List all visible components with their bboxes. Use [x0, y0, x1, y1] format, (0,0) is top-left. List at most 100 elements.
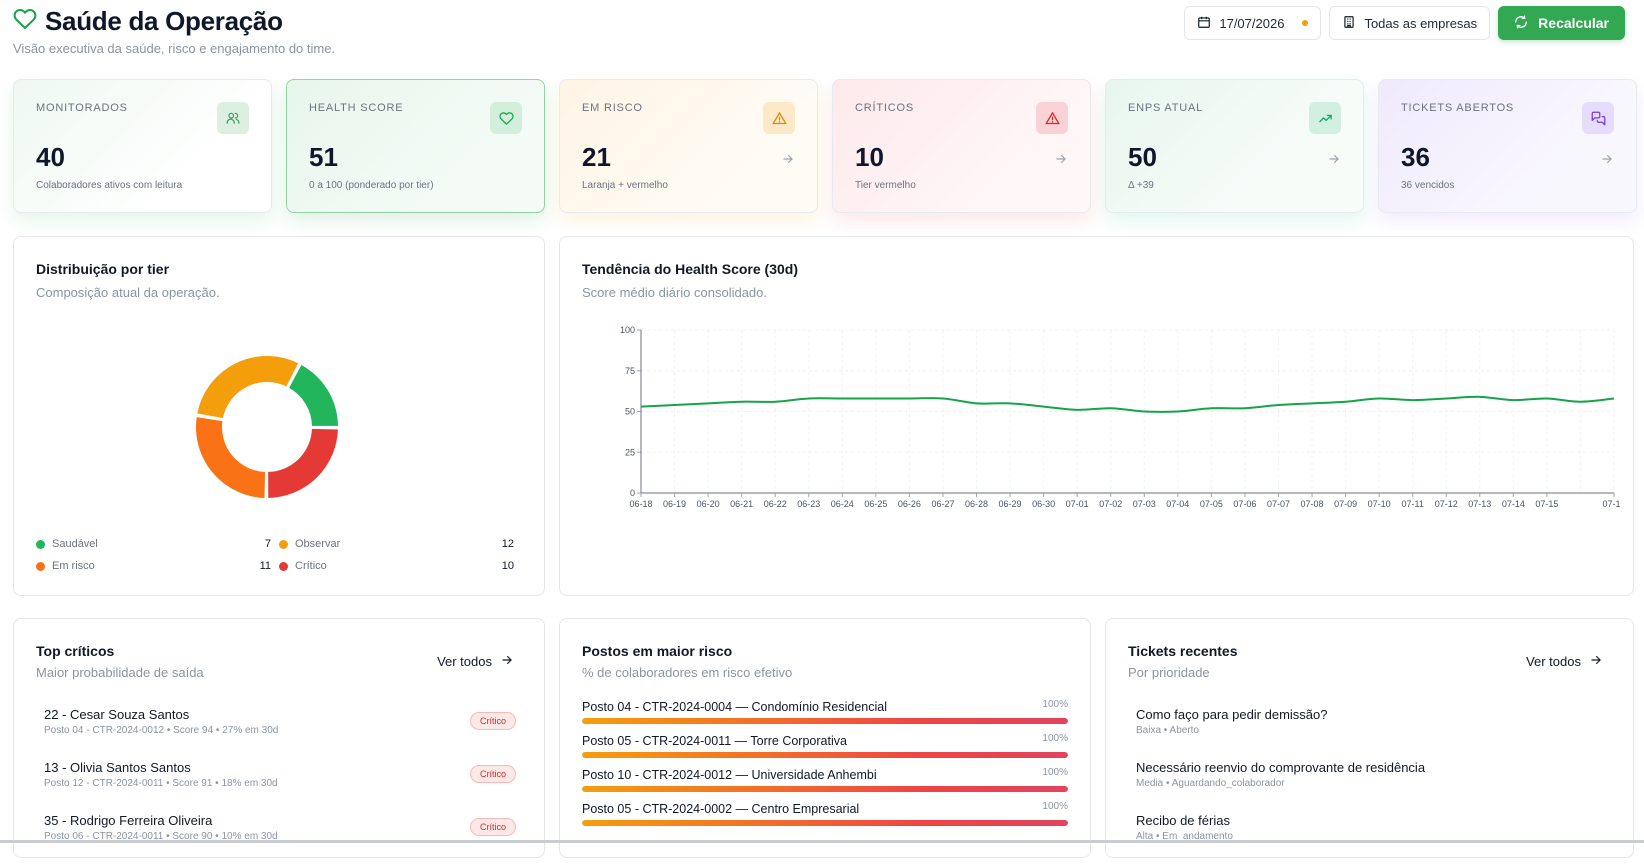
postos-title: Postos em maior risco	[582, 643, 733, 659]
kpi-tickets-abertos[interactable]: TICKETS ABERTOS 36 36 vencidos	[1378, 79, 1637, 213]
posto-row[interactable]: Posto 05 - CTR-2024-0002 — Centro Empres…	[582, 801, 1068, 835]
date-value: 17/07/2026	[1219, 15, 1285, 31]
progress-fill	[582, 752, 1068, 758]
kpi-label: TICKETS ABERTOS	[1401, 102, 1515, 114]
criticos-list: 22 - Cesar Souza Santos Posto 04 - CTR-2…	[44, 707, 516, 866]
kpi-hint: 36 vencidos	[1401, 180, 1455, 191]
kpi-label: CRÍTICOS	[855, 102, 914, 114]
ver-todos-criticos-link[interactable]: Ver todos	[437, 653, 514, 670]
x-tick-label: 07-13	[1468, 499, 1491, 509]
messages-icon	[1582, 102, 1614, 134]
list-item[interactable]: 13 - Olivia Santos Santos Posto 12 - CTR…	[44, 760, 516, 813]
ticket-meta: Baixa • Aberto	[1136, 725, 1199, 736]
postos-card: Postos em maior risco % de colaboradores…	[559, 618, 1091, 858]
ticket-item[interactable]: Recibo de férias Alta • Em_andamento	[1136, 813, 1605, 866]
x-tick-label: 07-03	[1133, 499, 1156, 509]
ver-todos-tickets-link[interactable]: Ver todos	[1526, 653, 1603, 670]
window-bottom-border	[0, 840, 1644, 843]
trend-subtitle: Score médio diário consolidado.	[582, 285, 767, 300]
legend-value: 12	[501, 538, 514, 550]
posto-percent: 100%	[1042, 801, 1068, 812]
ticket-item[interactable]: Como faço para pedir demissão? Baixa • A…	[1136, 707, 1605, 760]
kpi-monitorados[interactable]: MONITORADOS 40 Colaboradores ativos com …	[13, 79, 272, 213]
postos-bars: Posto 04 - CTR-2024-0004 — Condomínio Re…	[582, 699, 1068, 835]
trend-card: Tendência do Health Score (30d) Score mé…	[559, 236, 1634, 596]
posto-percent: 100%	[1042, 699, 1068, 710]
employee-meta: Posto 04 - CTR-2024-0012 • Score 94 • 27…	[44, 725, 279, 736]
x-tick-label: 07-11	[1402, 499, 1424, 509]
ticket-item[interactable]: Necessário reenvio do comprovante de res…	[1136, 760, 1605, 813]
arrow-right-icon	[1589, 653, 1603, 670]
kpi-value: 40	[36, 142, 65, 172]
legend-name: Crítico	[295, 560, 327, 572]
legend-item-saudavel: Saudável 7	[36, 538, 279, 550]
kpi-health-score[interactable]: HEALTH SCORE 51 0 a 100 (ponderado por t…	[286, 79, 545, 213]
kpi-value: 10	[855, 142, 884, 172]
status-badge: Crítico	[469, 765, 516, 783]
posto-label: Posto 05 - CTR-2024-0011 — Torre Corpora…	[582, 734, 847, 748]
page-subtitle: Visão executiva da saúde, risco e engaja…	[13, 41, 336, 56]
ver-todos-label: Ver todos	[1526, 654, 1581, 669]
posto-row[interactable]: Posto 04 - CTR-2024-0004 — Condomínio Re…	[582, 699, 1068, 733]
arrow-right-icon	[1600, 152, 1614, 171]
donut-slice-em-risco[interactable]	[194, 414, 268, 501]
arrow-right-icon	[500, 653, 514, 670]
refresh-icon	[1514, 15, 1528, 32]
legend-value: 11	[259, 560, 271, 572]
legend-value: 10	[501, 560, 514, 572]
status-badge: Crítico	[469, 818, 516, 836]
y-tick-label: 25	[625, 447, 635, 457]
kpi-em-risco[interactable]: EM RISCO 21 Laranja + vermelho	[559, 79, 818, 213]
ticket-title: Necessário reenvio do comprovante de res…	[1136, 760, 1426, 775]
kpi-criticos[interactable]: CRÍTICOS 10 Tier vermelho	[832, 79, 1091, 213]
donut-slice-saudável[interactable]	[286, 362, 341, 428]
building-icon	[1342, 15, 1356, 32]
arrow-right-icon	[1054, 152, 1068, 171]
list-item[interactable]: 35 - Rodrigo Ferreira Oliveira Posto 06 …	[44, 813, 516, 866]
kpi-label: MONITORADOS	[36, 102, 128, 114]
recalcular-button[interactable]: Recalcular	[1498, 6, 1625, 40]
x-tick-label: 07-07	[1267, 499, 1290, 509]
posto-percent: 100%	[1042, 733, 1068, 744]
ver-todos-label: Ver todos	[437, 654, 492, 669]
kpi-hint: Δ +39	[1128, 180, 1154, 191]
company-filter-button[interactable]: Todas as empresas	[1329, 6, 1491, 40]
posto-row[interactable]: Posto 10 - CTR-2024-0012 — Universidade …	[582, 767, 1068, 801]
employee-name: 35 - Rodrigo Ferreira Oliveira	[44, 813, 213, 828]
distribution-subtitle: Composição atual da operação.	[36, 285, 220, 300]
x-tick-label: 06-21	[730, 499, 753, 509]
users-icon	[217, 102, 249, 134]
x-tick-label: 06-18	[629, 499, 652, 509]
donut-slice-crítico[interactable]	[266, 426, 341, 501]
x-tick-label: 07-05	[1200, 499, 1223, 509]
employee-meta: Posto 12 - CTR-2024-0011 • Score 91 • 18…	[44, 778, 278, 789]
y-tick-label: 50	[625, 407, 635, 417]
x-tick-label: 07-04	[1166, 499, 1189, 509]
kpi-enps[interactable]: ENPS ATUAL 50 Δ +39	[1105, 79, 1364, 213]
x-tick-label: 06-26	[898, 499, 921, 509]
x-tick-label: 07-06	[1233, 499, 1256, 509]
posto-label: Posto 10 - CTR-2024-0012 — Universidade …	[582, 768, 877, 782]
x-tick-label: 06-20	[697, 499, 720, 509]
x-tick-label: 07-10	[1368, 499, 1391, 509]
health-score-line[interactable]	[640, 395, 1615, 413]
x-tick-label: 07-02	[1099, 499, 1122, 509]
x-tick-label: 06-19	[663, 499, 686, 509]
x-tick-label: 07-08	[1301, 499, 1324, 509]
legend-item-critico: Crítico 10	[279, 560, 522, 572]
kpi-row: MONITORADOS 40 Colaboradores ativos com …	[13, 79, 1637, 213]
donut-slice-observar[interactable]	[194, 354, 301, 421]
kpi-hint: Colaboradores ativos com leitura	[36, 180, 183, 191]
kpi-label: HEALTH SCORE	[309, 102, 404, 114]
kpi-label: EM RISCO	[582, 102, 643, 114]
legend-dot	[279, 561, 288, 571]
posto-row[interactable]: Posto 05 - CTR-2024-0011 — Torre Corpora…	[582, 733, 1068, 767]
date-picker-button[interactable]: 17/07/2026	[1184, 6, 1322, 40]
posto-label: Posto 05 - CTR-2024-0002 — Centro Empres…	[582, 802, 860, 816]
x-tick-label: 07-17	[1602, 499, 1620, 509]
page-header: Saúde da Operação Visão executiva da saú…	[13, 6, 1633, 66]
legend-dot	[36, 561, 45, 571]
list-item[interactable]: 22 - Cesar Souza Santos Posto 04 - CTR-2…	[44, 707, 516, 760]
x-tick-label: 06-22	[764, 499, 787, 509]
x-tick-label: 07-14	[1502, 499, 1525, 509]
